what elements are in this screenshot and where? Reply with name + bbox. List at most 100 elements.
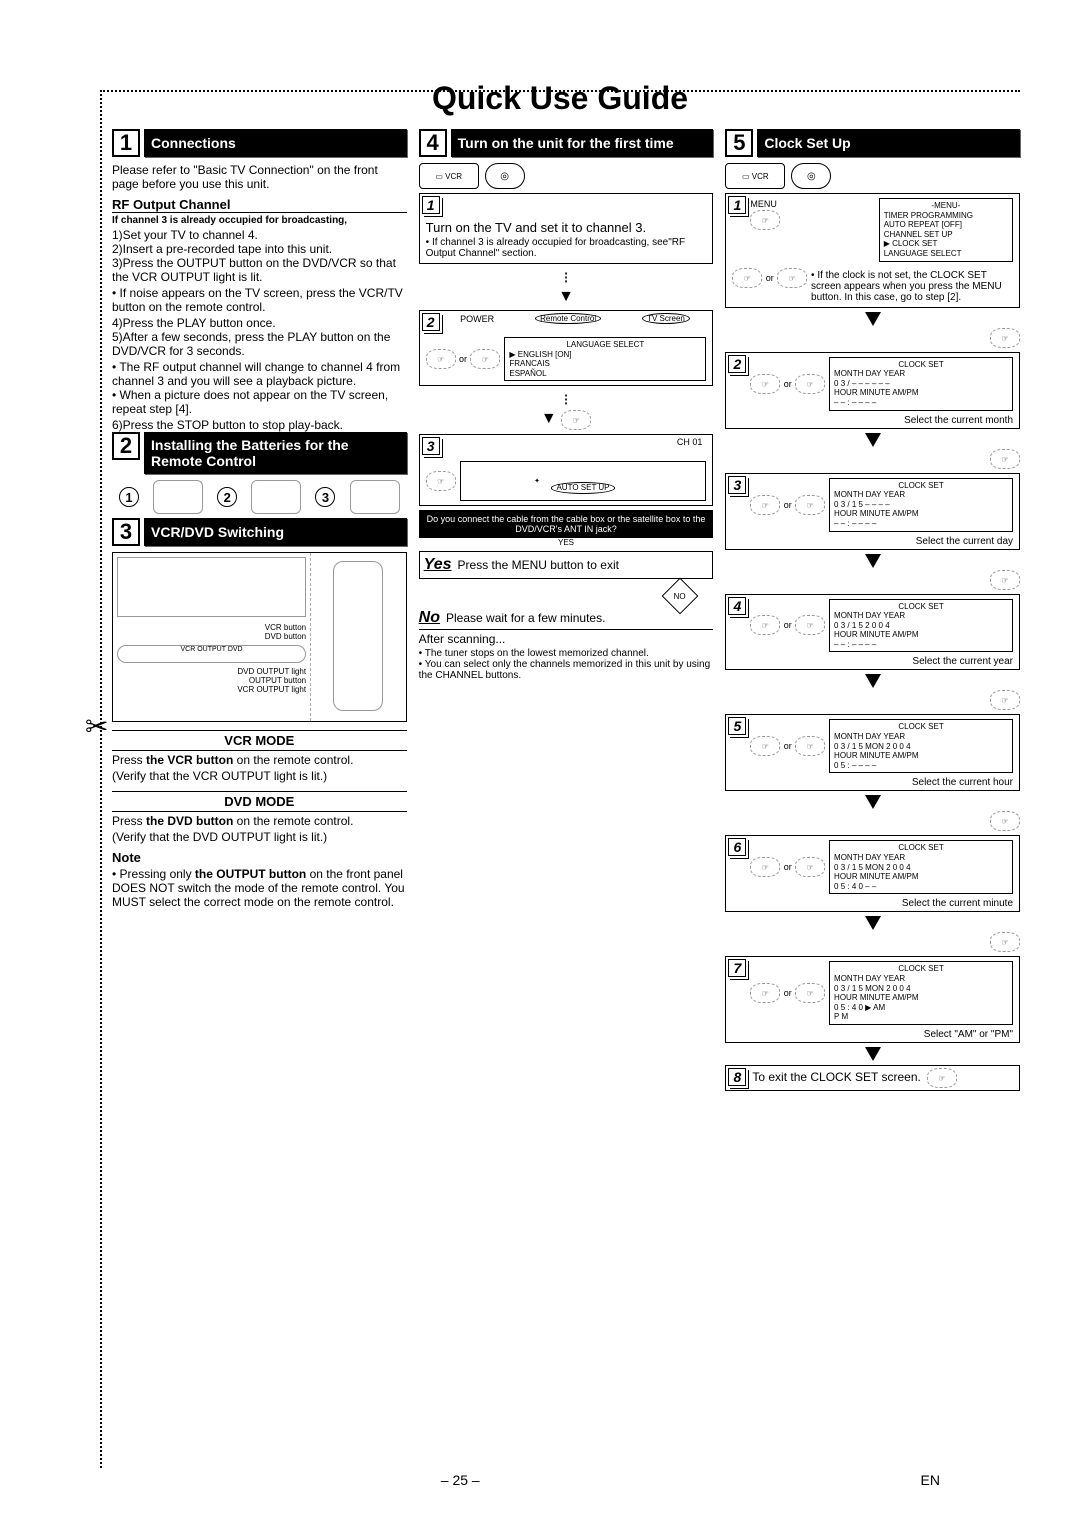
- page-number: – 25 –: [441, 1472, 480, 1488]
- sec1-s4: Press the PLAY button once.: [123, 316, 276, 330]
- sec5-step7: 7 ☞ or ☞ CLOCK SET MONTH DAY YEAR 0 3 / …: [725, 956, 1020, 1043]
- down-dots-2: ⁝▼ ☞: [419, 390, 714, 430]
- yes-text: Press the MENU button to exit: [458, 558, 619, 572]
- arrow: [865, 916, 881, 930]
- sec5-s5-num: 5: [728, 717, 746, 735]
- osd-clock-6: CLOCK SET MONTH DAY YEAR 0 3 / 1 5 MON 2…: [829, 840, 1013, 894]
- step-circle-1: 1: [119, 487, 139, 507]
- sec1-s5: After a few seconds, press the PLAY butt…: [112, 330, 390, 358]
- caption-5: Select the current hour: [726, 777, 1019, 790]
- sec5-num: 5: [725, 129, 753, 157]
- hand-icon: ☞: [795, 857, 825, 877]
- osd-clock-2: CLOCK SET MONTH DAY YEAR 0 3 / – – – – –…: [829, 357, 1013, 411]
- hand-icon: ☞: [426, 349, 456, 369]
- step-circle-3: 3: [315, 487, 335, 507]
- hand-icon: ☞: [777, 268, 807, 288]
- sec5-s8: To exit the CLOCK SET screen.: [746, 1068, 927, 1086]
- sec1-s6: Press the STOP button to stop play-back.: [123, 418, 343, 432]
- hand-icon: ☞: [990, 690, 1020, 710]
- osd-menu-t: -MENU-: [884, 201, 1008, 211]
- unit-illus: [117, 557, 306, 617]
- page-lang: EN: [921, 1472, 940, 1488]
- vcr-icon: ▭ VCR: [419, 163, 479, 189]
- sec4-num: 4: [419, 129, 447, 157]
- yes-label: Yes: [424, 556, 452, 574]
- sec5-step8: 8 To exit the CLOCK SET screen. ☞: [725, 1065, 1020, 1091]
- auto-label: AUTO SET UP: [551, 482, 614, 494]
- hand-icon: ☞: [795, 374, 825, 394]
- hand-icon: ☞: [750, 736, 780, 756]
- hand-icon: ☞: [426, 471, 456, 491]
- arrow: [865, 433, 881, 447]
- sec5-step4: 4 ☞ or ☞ CLOCK SET MONTH DAY YEAR 0 3 / …: [725, 594, 1020, 671]
- sec1-s1: Set your TV to channel 4.: [123, 228, 258, 242]
- down-dots-1: ⁝▼: [419, 268, 714, 306]
- sec4-step3: 3 CH 01 ☞ ✦ AUTO SET UP: [419, 434, 714, 506]
- arrow: [865, 312, 881, 326]
- vcr-mode-hdr: VCR MODE: [112, 730, 407, 751]
- remote-illus-1: [153, 480, 203, 514]
- sec1-sub: RF Output Channel: [112, 197, 407, 213]
- hand-pair-2: ☞ or ☞: [426, 349, 501, 369]
- hand-icon: ☞: [990, 328, 1020, 348]
- no-text: Please wait for a few minutes.: [446, 611, 605, 625]
- caption-2: Select the current month: [726, 415, 1019, 428]
- sec1-intro: Please refer to "Basic TV Connection" on…: [112, 163, 407, 191]
- hand-icon: ☞: [990, 449, 1020, 469]
- question-box: Do you connect the cable from the cable …: [419, 510, 714, 538]
- sec3-num: 3: [112, 518, 140, 546]
- column-3: 5 Clock Set Up ▭ VCR ◎ 1 MENU☞ -MENU- TI…: [725, 129, 1020, 1095]
- hand-pair: ☞ or ☞: [750, 374, 825, 394]
- power-label: POWER: [460, 314, 494, 324]
- sec1-header: 1 Connections: [112, 129, 407, 157]
- sec5-s1-num: 1: [728, 196, 746, 214]
- vcr-icon: ▭ VCR: [725, 163, 785, 189]
- sec4-s1-num: 1: [422, 196, 440, 214]
- sec4-s1: Turn on the TV and set it to channel 3.: [426, 220, 707, 235]
- sec4-b2: You can select only the channels memoriz…: [419, 659, 714, 681]
- hand-pair: ☞ or ☞: [750, 495, 825, 515]
- sec5-title: Clock Set Up: [757, 129, 1020, 157]
- osd-clock-4: CLOCK SET MONTH DAY YEAR 0 3 / 1 5 2 0 0…: [829, 599, 1013, 653]
- sec5-step6: 6 ☞ or ☞ CLOCK SET MONTH DAY YEAR 0 3 / …: [725, 835, 1020, 912]
- hand-icon: ☞: [750, 210, 780, 230]
- cut-line-horizontal: [100, 90, 1020, 92]
- osd-clock-3: CLOCK SET MONTH DAY YEAR 0 3 / 1 5 – – –…: [829, 478, 1013, 532]
- sec2-title: Installing the Batteries for the Remote …: [144, 432, 407, 474]
- hand-pair: ☞ or ☞: [750, 857, 825, 877]
- osd-menu-l4: ▶ CLOCK SET: [884, 239, 1008, 249]
- hand-pair: ☞ or ☞: [732, 268, 807, 305]
- label-dvd-btn: DVD button: [117, 632, 306, 641]
- sec5-s2-num: 2: [728, 355, 746, 373]
- arrow: [865, 795, 881, 809]
- sec5-s8-num: 8: [728, 1068, 746, 1086]
- hand-icon: ☞: [795, 983, 825, 1003]
- hand-icon: ☞: [990, 570, 1020, 590]
- sec3-header: 3 VCR/DVD Switching: [112, 518, 407, 546]
- osd-lang-l3: ESPAÑOL: [509, 369, 701, 379]
- sec1-b3: If noise appears on the TV screen, press…: [112, 286, 407, 314]
- vcr-mode-t1: Press the VCR button on the remote contr…: [112, 753, 407, 767]
- column-2: 4 Turn on the unit for the first time ▭ …: [419, 129, 714, 1095]
- hand-icon: ☞: [750, 857, 780, 877]
- sec4-s1n: • If channel 3 is already occupied for b…: [426, 237, 707, 259]
- after-scan: After scanning...: [419, 632, 714, 646]
- no-label: No: [419, 609, 440, 627]
- hand-icon: ☞: [750, 615, 780, 635]
- column-1: 1 Connections Please refer to "Basic TV …: [112, 129, 407, 1095]
- osd-lang-l2: FRANCAIS: [509, 359, 701, 369]
- hand-icon: ☞: [750, 374, 780, 394]
- sec5-s3-num: 3: [728, 476, 746, 494]
- remote-illus-2: [251, 480, 301, 514]
- sec5-step1: 1 MENU☞ -MENU- TIMER PROGRAMMING AUTO RE…: [725, 193, 1020, 308]
- hand-icon: ☞: [795, 736, 825, 756]
- sec5-top-icons: ▭ VCR ◎: [725, 163, 1020, 189]
- dvd-mode-t1: Press the DVD button on the remote contr…: [112, 814, 407, 828]
- sec5-s4-num: 4: [728, 597, 746, 615]
- sec1-s3: Press the OUTPUT button on the DVD/VCR s…: [112, 256, 396, 284]
- sec1-steps: 1)Set your TV to channel 4. 2)Insert a p…: [112, 228, 407, 432]
- sec1-b5b: When a picture does not appear on the TV…: [112, 388, 407, 416]
- osd-lang-l1: ▶ ENGLISH [ON]: [509, 350, 701, 360]
- label-vcr-btn: VCR button: [117, 623, 306, 632]
- osd-menu-l3: CHANNEL SET UP: [884, 230, 1008, 240]
